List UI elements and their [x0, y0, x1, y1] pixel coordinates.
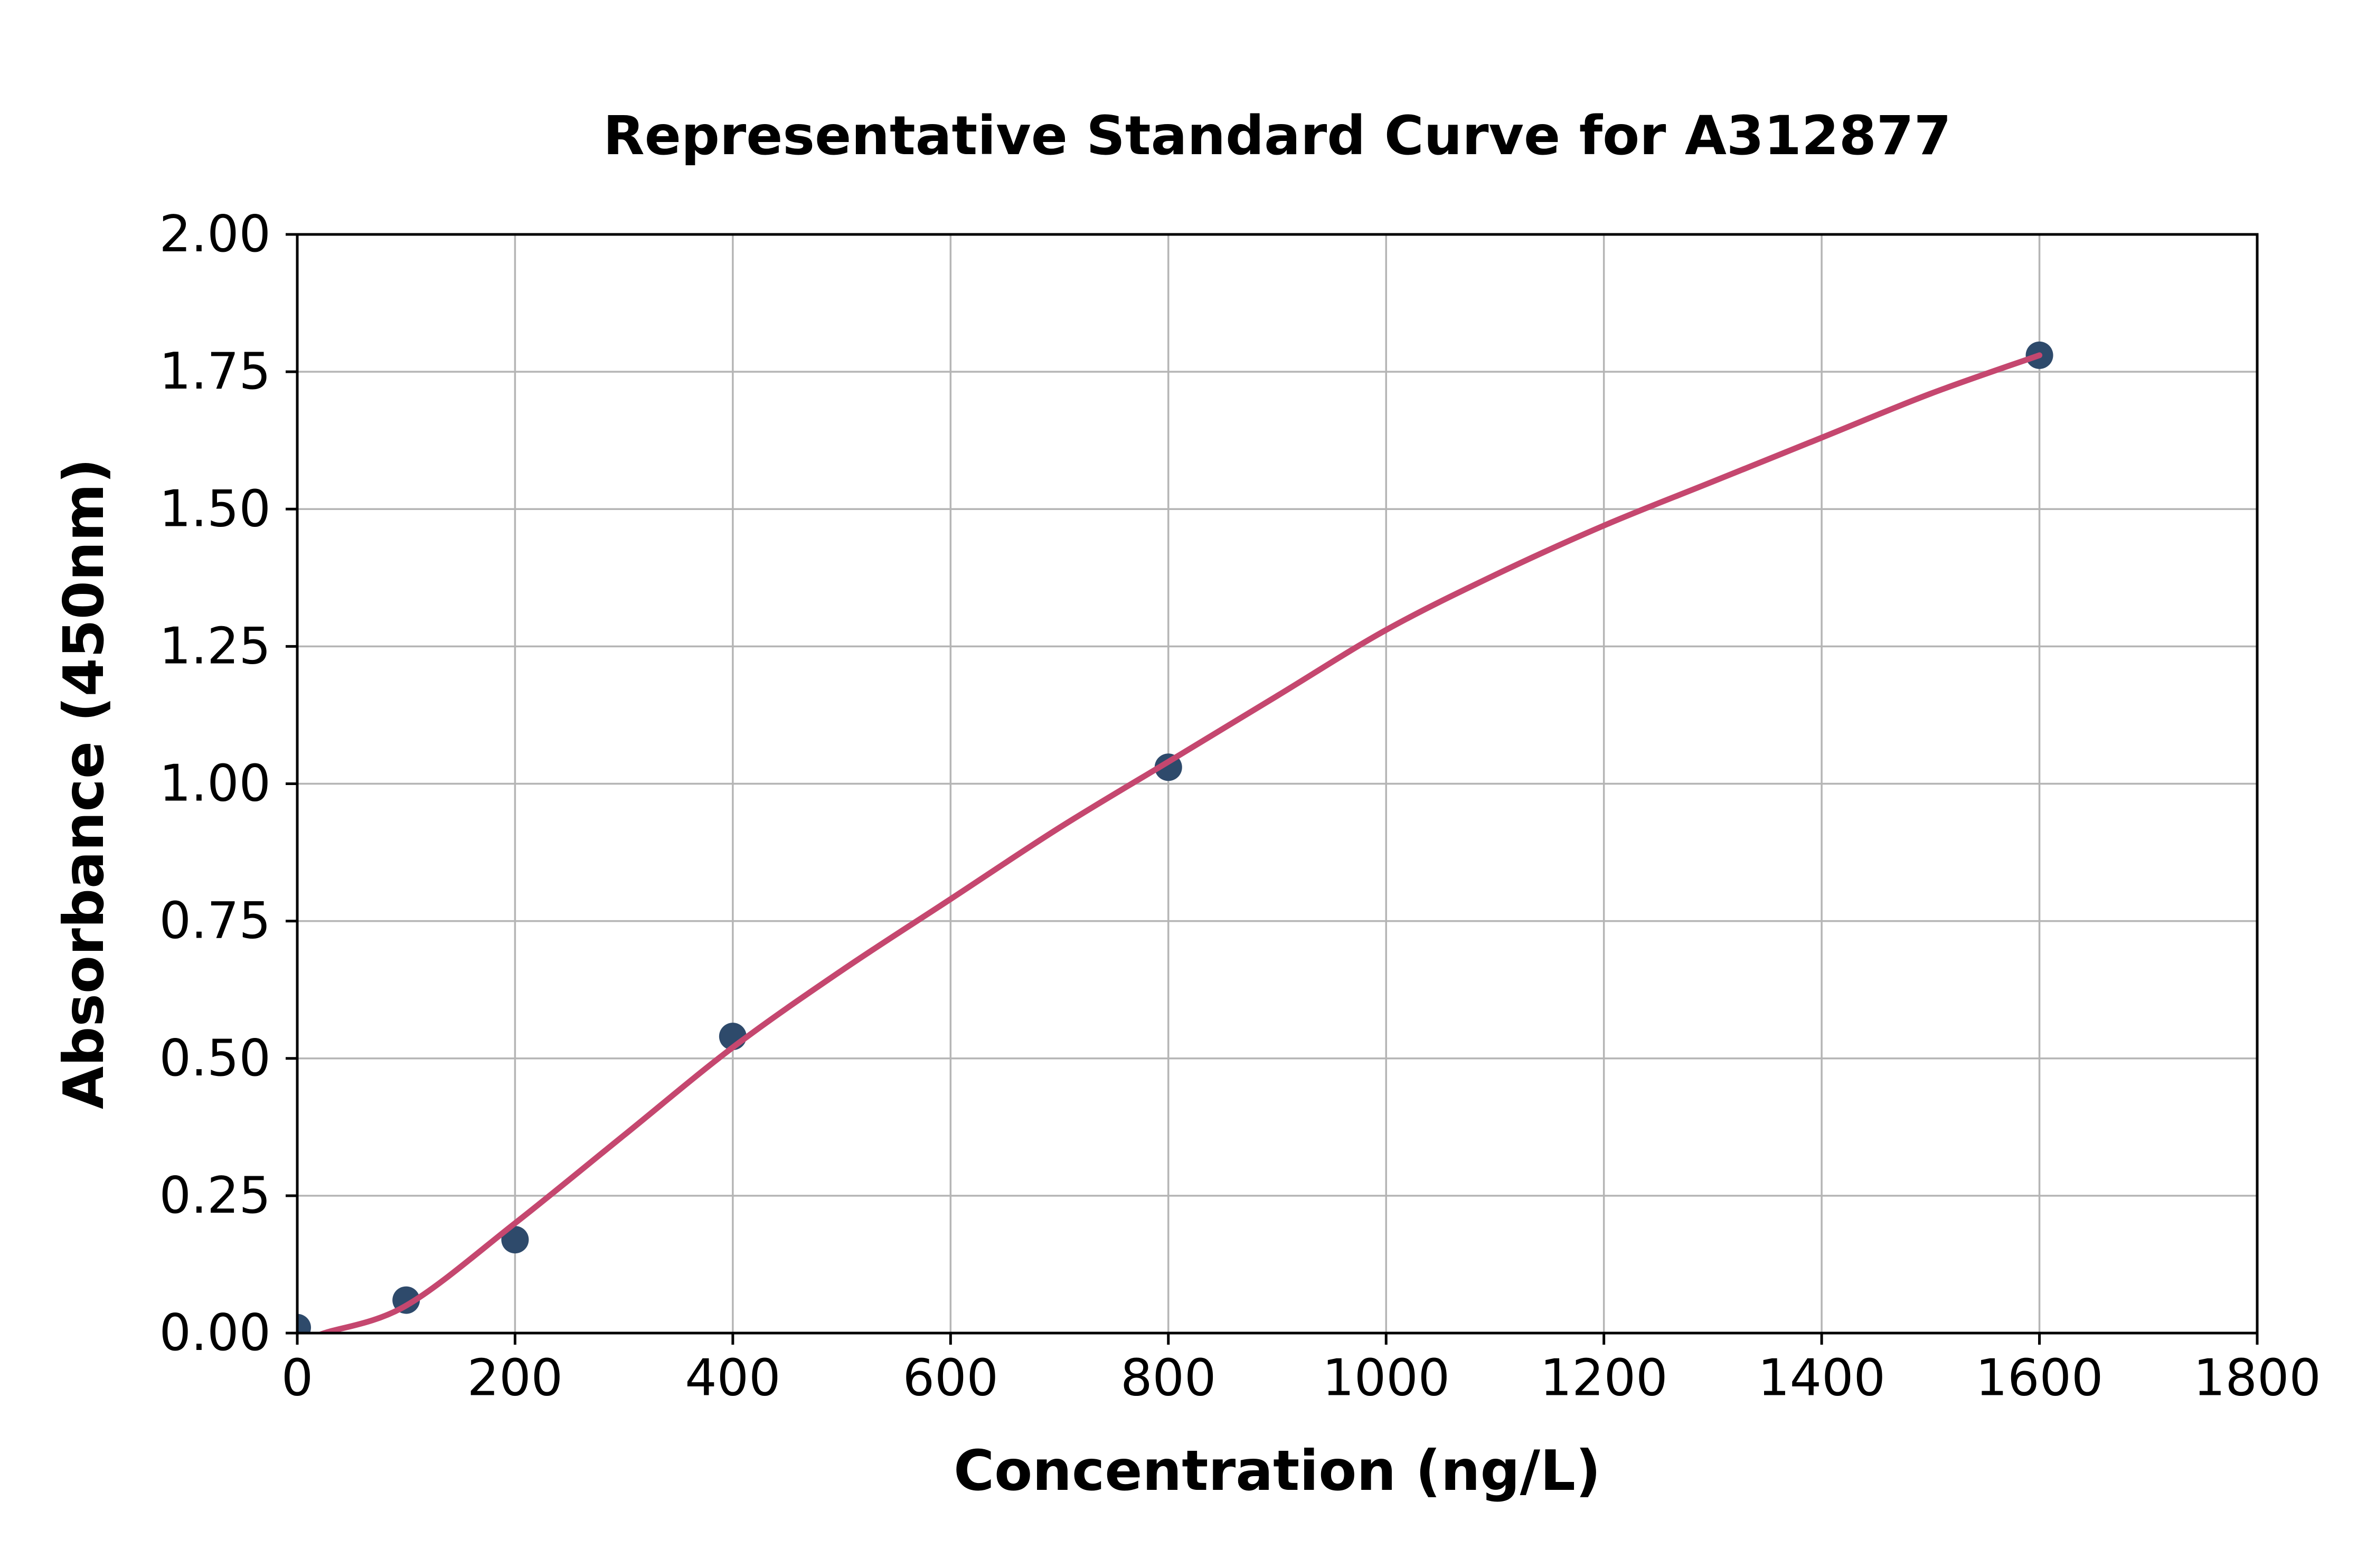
- y-tick-label: 1.50: [159, 480, 271, 538]
- x-tick-label: 400: [685, 1349, 780, 1408]
- x-tick-label: 200: [467, 1349, 563, 1408]
- tick-labels: 0 200 400 600 800 1000 1200 1400 1600 1800 0.00 0.2…: [159, 205, 2321, 1408]
- x-tick-label: 600: [903, 1349, 998, 1408]
- chart-title: Representative Standard Curve for A31287…: [603, 105, 1951, 167]
- y-axis-label: Absorbance (450nm): [52, 458, 116, 1109]
- x-tick-label: 1600: [1976, 1349, 2104, 1408]
- fit-curve-layer: [316, 352, 2043, 1333]
- x-tick-label: 0: [281, 1349, 313, 1408]
- x-tick-label: 1200: [1540, 1349, 1668, 1408]
- y-tick-label: 0.75: [159, 892, 271, 950]
- y-tick-label: 1.75: [159, 343, 271, 401]
- x-tick-label: 800: [1120, 1349, 1216, 1408]
- y-tick-label: 1.25: [159, 617, 271, 675]
- y-tick-label: 2.00: [159, 205, 271, 263]
- axis-ticks: [286, 233, 2259, 1345]
- x-axis-label: Concentration (ng/L): [954, 1439, 1601, 1503]
- y-tick-label: 0.25: [159, 1167, 271, 1225]
- data-point: [297, 1314, 311, 1333]
- y-tick-label: 0.50: [159, 1029, 271, 1088]
- y-tick-label: 0.00: [159, 1304, 271, 1362]
- data-point: [501, 1226, 529, 1254]
- fit-curve: [316, 352, 2043, 1333]
- x-tick-label: 1000: [1322, 1349, 1450, 1408]
- x-tick-label: 1800: [2193, 1349, 2321, 1408]
- x-tick-label: 1400: [1758, 1349, 1885, 1408]
- y-tick-label: 1.00: [159, 755, 271, 813]
